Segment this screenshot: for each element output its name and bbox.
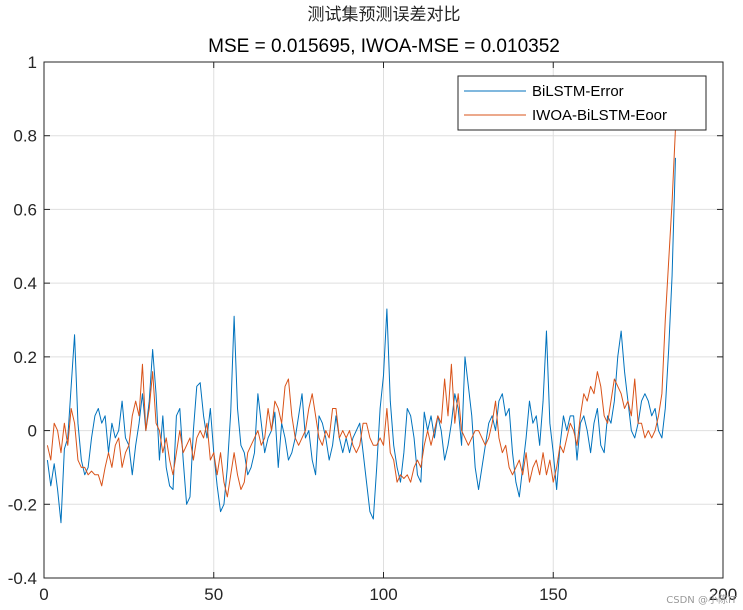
series-line-2 [46, 128, 676, 498]
chart-title: 测试集预测误差对比 [308, 5, 461, 25]
y-tick-label: 1 [28, 53, 37, 72]
x-tick-label: 150 [539, 585, 567, 604]
legend: BiLSTM-Error IWOA-BiLSTM-Eoor [457, 75, 707, 131]
y-tick-label: 0.2 [13, 348, 37, 367]
tick-marks [43, 61, 724, 579]
y-tick-label: 0.4 [13, 274, 37, 293]
tick-labels: 0 50 100 150 200 -0.4 -0.2 0 0.2 0.4 0.6 0.8 1 [8, 53, 737, 604]
x-tick-label: 100 [369, 585, 397, 604]
series-line-1 [46, 157, 676, 524]
watermark: CSDN @小陈IT [666, 595, 737, 606]
y-tick-label: -0.4 [8, 569, 37, 588]
y-tick-label: 0.6 [13, 200, 37, 219]
chart-subtitle: MSE = 0.015695, IWOA-MSE = 0.010352 [208, 36, 560, 57]
y-tick-label: 0.8 [13, 127, 37, 146]
legend-box [457, 75, 707, 131]
legend-label-1: BiLSTM-Error [532, 83, 624, 100]
x-tick-label: 0 [39, 585, 48, 604]
series-layer [46, 128, 676, 524]
x-tick-label: 200 [709, 585, 737, 604]
x-tick-label: 50 [204, 585, 223, 604]
legend-label-2: IWOA-BiLSTM-Eoor [532, 107, 667, 124]
y-tick-label: -0.2 [8, 495, 37, 514]
y-tick-label: 0 [28, 422, 37, 441]
